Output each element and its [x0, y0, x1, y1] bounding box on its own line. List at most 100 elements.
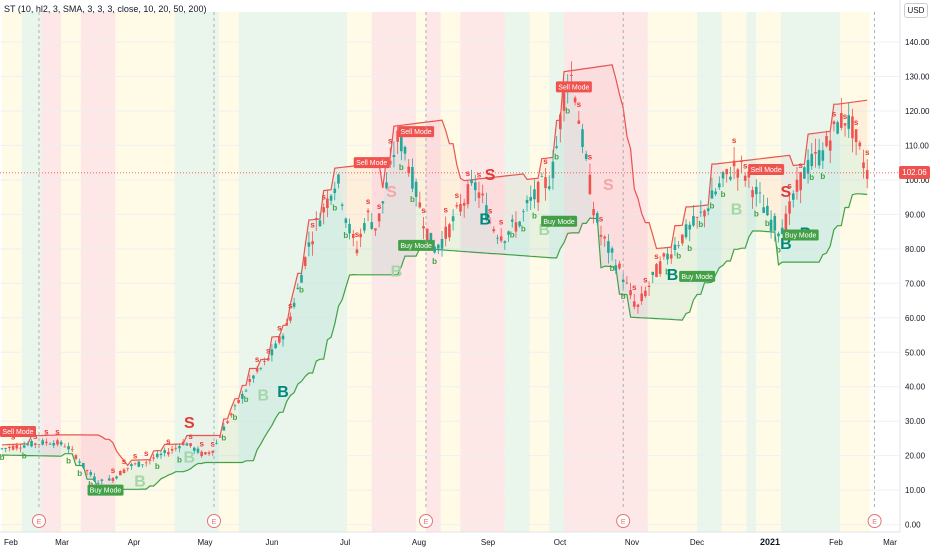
- candle-body: [858, 142, 862, 147]
- candle-body: [414, 181, 418, 197]
- sell-mode-label: Sell Mode: [748, 164, 785, 176]
- candle-body: [326, 198, 329, 208]
- sell-mode-label-box: [748, 164, 785, 176]
- candle-body: [651, 271, 655, 276]
- candle-body: [30, 440, 33, 447]
- candle-body: [647, 285, 651, 287]
- candle-body: [729, 176, 732, 180]
- small-buy-signal: b: [698, 220, 703, 229]
- small-sell-signal: s: [599, 215, 604, 224]
- candle-body: [488, 221, 492, 223]
- earnings-marker-label: E: [212, 519, 217, 526]
- candle-body: [233, 405, 237, 407]
- candle-body: [529, 197, 533, 201]
- candle-body: [721, 171, 725, 179]
- candle-body: [740, 161, 743, 163]
- candle-body: [758, 192, 762, 194]
- sell-mode-label: Sell Mode: [398, 126, 435, 138]
- candle-body: [599, 234, 603, 237]
- candle-body: [451, 216, 455, 222]
- buy-mode-label: Buy Mode: [87, 484, 124, 496]
- y-axis-labels: 0.00 10.00 20.00 30.00 40.00 50.00 60.00 70.00 8…: [905, 38, 930, 530]
- candle-body: [614, 265, 618, 271]
- regime-band: [238, 12, 348, 532]
- candle-body: [159, 453, 163, 456]
- resistance-line: [1, 64, 868, 467]
- indicator-label[interactable]: ST (10, hl2, 3, SMA, 3, 3, 3, close, 10,…: [4, 4, 207, 14]
- candle-body: [573, 97, 577, 103]
- x-axis-labels: Feb Mar Apr May Jun Jul Aug Sep Oct Nov Dec 2021 Feb…: [4, 537, 897, 547]
- candle-body: [743, 175, 747, 181]
- candle-body: [577, 120, 581, 124]
- small-sell-signal: s: [732, 136, 737, 145]
- candle-body: [718, 183, 721, 188]
- small-buy-signal: b: [687, 244, 692, 253]
- small-sell-signal: s: [477, 171, 482, 180]
- candle-body: [259, 367, 263, 369]
- big-buy-signal: B: [539, 222, 551, 239]
- currency-button[interactable]: USD: [904, 3, 928, 18]
- regime-band: [80, 12, 116, 532]
- candle-body: [107, 478, 111, 481]
- candle-body: [684, 224, 688, 238]
- candle-body: [144, 462, 148, 464]
- candle-body: [248, 379, 252, 382]
- x-tick-label: Dec: [690, 538, 704, 547]
- candle-body: [266, 357, 270, 361]
- candle-body: [632, 301, 636, 307]
- candle-body: [270, 349, 274, 356]
- earnings-marker: [31, 514, 46, 528]
- regime-band: [347, 12, 372, 532]
- candle-body: [178, 446, 181, 449]
- small-buy-signal: b: [676, 251, 681, 260]
- candle-body: [806, 159, 810, 174]
- candle-body: [559, 114, 562, 130]
- candle-body: [418, 202, 422, 208]
- candle-body: [292, 302, 296, 307]
- candle-body: [773, 215, 777, 231]
- x-tick-label: Feb: [4, 538, 18, 547]
- candle-body: [510, 219, 514, 222]
- candle-body: [115, 476, 118, 479]
- candle-body: [211, 450, 215, 453]
- big-sell-signal: S: [781, 184, 792, 201]
- x-tick-label: May: [197, 538, 212, 547]
- candle-body: [100, 479, 104, 481]
- price-axis: [900, 0, 932, 550]
- candle-body: [555, 146, 558, 148]
- y-tick-label: 40.00: [905, 383, 926, 392]
- candle-body: [289, 316, 292, 321]
- sell-mode-label-box: [398, 126, 435, 138]
- candle-body: [370, 222, 374, 229]
- small-sell-signal: s: [310, 220, 315, 229]
- candle-body: [192, 447, 196, 451]
- candle-body: [363, 223, 366, 231]
- small-buy-signal: b: [721, 190, 726, 199]
- small-sell-signal: s: [488, 206, 493, 215]
- candle-body: [167, 452, 170, 455]
- candle-body: [607, 241, 610, 253]
- y-tick-label: 110.00: [905, 141, 929, 150]
- candle-body: [525, 199, 529, 204]
- candle-body: [710, 190, 714, 199]
- regime-band: [440, 12, 461, 532]
- buy-mode-label-text: Buy Mode: [400, 243, 432, 250]
- candle-body: [433, 246, 436, 253]
- candle-body: [96, 482, 100, 484]
- candle-body: [762, 207, 765, 213]
- buy-mode-label-box: [782, 229, 819, 241]
- candle-body: [584, 154, 588, 160]
- regime-band: [174, 12, 219, 532]
- candle-body: [241, 393, 244, 399]
- candle-body: [695, 217, 699, 218]
- candle-body: [70, 448, 74, 450]
- small-buy-signal: b: [610, 264, 615, 273]
- candle-body: [681, 234, 684, 244]
- candle-body: [673, 244, 677, 251]
- candle-body: [303, 257, 307, 266]
- small-buy-signal: b: [22, 451, 27, 460]
- big-buy-signal: B: [184, 450, 196, 467]
- candle-body: [204, 452, 207, 455]
- small-sell-signal: s: [55, 427, 60, 436]
